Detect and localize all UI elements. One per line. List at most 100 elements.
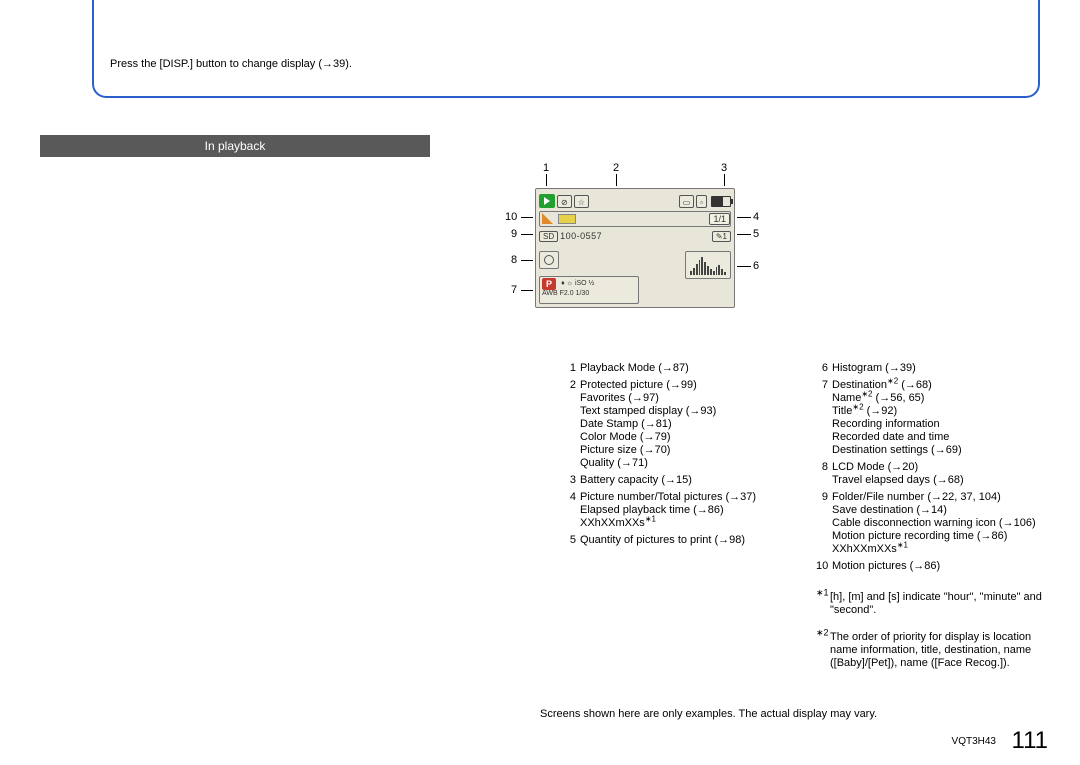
footnote-mark: ∗1 bbox=[816, 591, 830, 617]
protect-icon: ⊘ bbox=[557, 195, 572, 208]
legend-line: Cable disconnection warning icon (→106) bbox=[832, 517, 1051, 530]
legend-item: 2Protected picture (→99)Favorites (→97)T… bbox=[564, 379, 799, 470]
page-number: 111 bbox=[1012, 727, 1048, 755]
hist-bar bbox=[704, 262, 706, 275]
legend-line: Histogram (→39) bbox=[832, 362, 1051, 375]
bottom-note: Screens shown here are only examples. Th… bbox=[540, 708, 877, 720]
legend-item: 8LCD Mode (→20)Travel elapsed days (→68) bbox=[816, 461, 1051, 487]
hist-bar bbox=[710, 269, 712, 275]
legend-item: 5 Quantity of pictures to print (→98) bbox=[564, 534, 799, 547]
face-recog-box bbox=[539, 251, 559, 269]
legend-line: XXhXXmXXs∗1 bbox=[580, 517, 799, 530]
legend-item: 7Destination∗2 (→68)Name∗2 (→56, 65)Titl… bbox=[816, 379, 1051, 457]
legend-item-num: 3 bbox=[564, 474, 576, 487]
tick bbox=[737, 266, 751, 267]
footnote-mark: ∗2 bbox=[816, 631, 830, 670]
legend-col-left: 1Playback Mode (→87)2Protected picture (… bbox=[564, 362, 799, 551]
callout-10: 10 bbox=[505, 211, 517, 223]
hist-bar bbox=[690, 271, 692, 275]
hist-bar bbox=[707, 266, 709, 276]
callout-5: 5 bbox=[753, 228, 759, 240]
hist-bar bbox=[696, 264, 698, 275]
legend-item-num: 4 bbox=[564, 491, 576, 530]
intro-text: Press the [DISP.] button to change displ… bbox=[110, 58, 352, 70]
print-count: ✎1 bbox=[712, 231, 731, 242]
legend-item: 6Histogram (→39) bbox=[816, 362, 1051, 375]
legend-item-num: 9 bbox=[816, 491, 828, 556]
legend-line: Travel elapsed days (→68) bbox=[832, 474, 1051, 487]
tick bbox=[724, 174, 725, 186]
tick bbox=[616, 174, 617, 186]
legend-line: Motion picture recording time (→86) bbox=[832, 530, 1051, 543]
legend-item-body: Motion pictures (→86) bbox=[832, 560, 1051, 573]
callout-6: 6 bbox=[753, 260, 759, 272]
legend-item-num: 5 bbox=[564, 534, 576, 547]
legend-line: Motion pictures (→86) bbox=[832, 560, 1051, 573]
legend-line: Quality (→71) bbox=[580, 457, 799, 470]
legend-item-body: Picture number/Total pictures (→37)Elaps… bbox=[580, 491, 799, 530]
hist-bar bbox=[713, 271, 715, 275]
legend-line: Save destination (→14) bbox=[832, 504, 1051, 517]
motion-icon bbox=[542, 213, 554, 225]
hist-bar bbox=[701, 257, 703, 275]
legend-item-body: Folder/File number (→22, 37, 104)Save de… bbox=[832, 491, 1051, 556]
legend-item-body: Quantity of pictures to print (→98) bbox=[580, 534, 799, 547]
legend-line: Playback Mode (→87) bbox=[580, 362, 799, 375]
legend-line: XXhXXmXXs∗1 bbox=[832, 543, 1051, 556]
footnote: ∗1[h], [m] and [s] indicate "hour", "min… bbox=[816, 591, 1051, 617]
legend-item-body: Battery capacity (→15) bbox=[580, 474, 799, 487]
hist-bar bbox=[724, 272, 726, 275]
legend-item-num: 1 bbox=[564, 362, 576, 375]
p-mode-badge: P bbox=[542, 278, 556, 290]
legend-line: Color Mode (→79) bbox=[580, 431, 799, 444]
rec-line-2: AWB F2.0 1/30 bbox=[542, 290, 636, 297]
legend-item-body: Protected picture (→99)Favorites (→97)Te… bbox=[580, 379, 799, 470]
hist-bar bbox=[699, 260, 701, 275]
legend-line: Picture size (→70) bbox=[580, 444, 799, 457]
legend-item: 1 Playback Mode (→87) bbox=[564, 362, 799, 375]
battery-icon bbox=[711, 196, 731, 207]
camera-screen: ⊘ ☆ ▭ ▫ 1/1 SD 100-0557 ✎1 P ♦ ☼ iSO ½ bbox=[535, 188, 735, 308]
callout-7: 7 bbox=[511, 284, 517, 296]
star-icon: ☆ bbox=[574, 195, 589, 208]
legend-item: 4Picture number/Total pictures (→37)Elap… bbox=[564, 491, 799, 530]
hist-bar bbox=[716, 267, 718, 275]
callout-8: 8 bbox=[511, 254, 517, 266]
footnote-text: [h], [m] and [s] indicate "hour", "minut… bbox=[830, 591, 1051, 617]
legend-line: Recorded date and time bbox=[832, 431, 1051, 444]
legend-line: Protected picture (→99) bbox=[580, 379, 799, 392]
footer-code: VQT3H43 bbox=[952, 736, 996, 747]
callout-3: 3 bbox=[721, 162, 727, 174]
size-icon: ▫ bbox=[696, 195, 707, 208]
legend-item-body: Playback Mode (→87) bbox=[580, 362, 799, 375]
legend-col-right: 6Histogram (→39) 7Destination∗2 (→68)Name… bbox=[816, 362, 1051, 670]
section-header: In playback bbox=[40, 135, 430, 157]
sd-icon: SD bbox=[539, 231, 558, 242]
legend-line: Battery capacity (→15) bbox=[580, 474, 799, 487]
recording-info-box: P ♦ ☼ iSO ½ AWB F2.0 1/30 bbox=[539, 276, 639, 304]
hist-bar bbox=[718, 265, 720, 275]
legend-line: Picture number/Total pictures (→37) bbox=[580, 491, 799, 504]
callout-1: 1 bbox=[543, 162, 549, 174]
screen-top-row: ⊘ ☆ ▭ ▫ bbox=[539, 192, 731, 210]
legend-line: Folder/File number (→22, 37, 104) bbox=[832, 491, 1051, 504]
diagram-area: 1 2 3 4 5 6 10 9 8 7 ⊘ ☆ ▭ ▫ 1/1 SD bbox=[405, 162, 865, 320]
picture-counter: 1/1 bbox=[709, 213, 730, 225]
legend-item-body: Histogram (→39) bbox=[832, 362, 1051, 375]
callout-4: 4 bbox=[753, 211, 759, 223]
footnote: ∗2The order of priority for display is l… bbox=[816, 631, 1051, 670]
legend-line: Destination settings (→69) bbox=[832, 444, 1051, 457]
tick bbox=[521, 260, 533, 261]
legend-item-num: 2 bbox=[564, 379, 576, 470]
hist-bar bbox=[693, 268, 695, 275]
legend-line: Date Stamp (→81) bbox=[580, 418, 799, 431]
legend-item-body: LCD Mode (→20)Travel elapsed days (→68) bbox=[832, 461, 1051, 487]
tick bbox=[546, 174, 547, 186]
folder-number: 100-0557 bbox=[560, 231, 602, 241]
info-box-border bbox=[92, 0, 1040, 98]
legend-line: Text stamped display (→93) bbox=[580, 405, 799, 418]
yellow-chip bbox=[558, 214, 576, 224]
callout-9: 9 bbox=[511, 228, 517, 240]
legend-item-num: 8 bbox=[816, 461, 828, 487]
legend-line: Elapsed playback time (→86) bbox=[580, 504, 799, 517]
